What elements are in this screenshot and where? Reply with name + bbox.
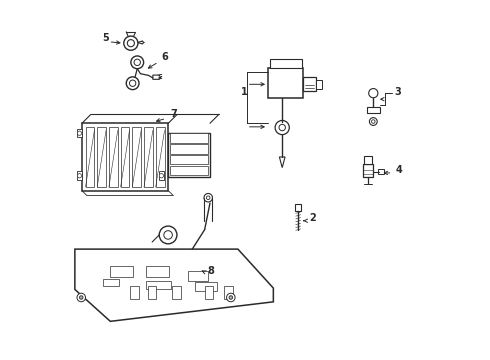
Bar [170, 166, 208, 175]
Bar [76, 129, 82, 138]
Bar [97, 127, 106, 187]
Bar [170, 155, 208, 165]
Circle shape [368, 89, 378, 98]
Circle shape [159, 226, 177, 244]
Circle shape [275, 121, 289, 135]
Circle shape [77, 131, 82, 135]
Circle shape [229, 296, 233, 299]
Bar [270, 59, 302, 68]
Polygon shape [75, 249, 273, 321]
Circle shape [77, 293, 85, 302]
Circle shape [126, 77, 139, 90]
Circle shape [79, 296, 83, 299]
Bar [295, 204, 301, 211]
Bar [85, 127, 95, 187]
Bar [168, 134, 210, 177]
Bar [147, 286, 156, 299]
Polygon shape [279, 157, 285, 168]
Circle shape [206, 196, 210, 199]
Polygon shape [153, 75, 161, 79]
Circle shape [77, 174, 82, 178]
Bar [378, 169, 384, 174]
Bar [144, 127, 153, 187]
Bar [82, 123, 168, 191]
Bar [363, 164, 373, 177]
Bar [110, 266, 133, 277]
Bar [156, 127, 165, 187]
Circle shape [369, 118, 377, 125]
Bar [130, 286, 139, 299]
Circle shape [204, 193, 213, 202]
Bar [367, 107, 380, 113]
Circle shape [164, 231, 172, 239]
Bar [170, 134, 208, 143]
Bar [268, 68, 303, 99]
Circle shape [371, 120, 375, 123]
Circle shape [127, 40, 134, 47]
Text: 2: 2 [310, 213, 316, 223]
Bar [76, 171, 82, 180]
Bar [196, 283, 217, 291]
Text: 7: 7 [171, 109, 177, 119]
Bar [205, 286, 214, 299]
Text: 5: 5 [102, 33, 109, 43]
Circle shape [129, 80, 136, 86]
Bar [109, 127, 118, 187]
Text: 6: 6 [162, 52, 169, 62]
Bar [146, 266, 169, 277]
Bar [146, 280, 171, 289]
Circle shape [134, 59, 141, 66]
Bar [316, 80, 322, 89]
Bar [303, 77, 316, 91]
Bar [172, 286, 181, 299]
Polygon shape [75, 280, 182, 300]
Text: 8: 8 [208, 266, 215, 276]
Bar [103, 279, 119, 286]
Bar [132, 127, 141, 187]
Bar [224, 286, 233, 299]
Bar [159, 171, 164, 180]
Circle shape [131, 56, 144, 69]
Bar [121, 127, 129, 187]
Bar [188, 271, 208, 282]
Circle shape [279, 124, 285, 131]
Circle shape [159, 174, 164, 178]
Circle shape [226, 293, 235, 302]
Bar [365, 156, 371, 164]
Text: 4: 4 [395, 165, 402, 175]
Circle shape [124, 36, 138, 50]
Bar [170, 144, 208, 153]
Text: 1: 1 [241, 87, 247, 97]
Text: 3: 3 [394, 87, 401, 97]
